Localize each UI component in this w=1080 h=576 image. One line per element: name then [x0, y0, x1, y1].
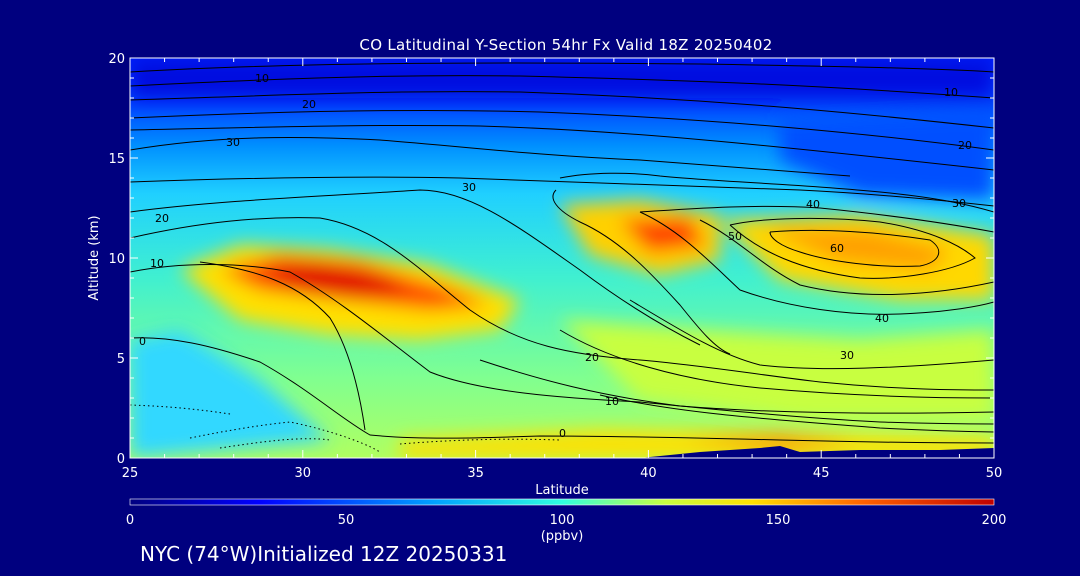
contour-label: 20	[155, 212, 169, 225]
contour-label: 20	[958, 139, 972, 152]
colorbar	[129, 498, 995, 506]
contour-label: 30	[840, 349, 854, 362]
contour-line	[479, 359, 994, 414]
contour-label: 40	[806, 198, 820, 211]
contour-line	[130, 337, 994, 444]
contour-label: 10	[944, 86, 958, 99]
contour-label: 20	[585, 351, 599, 364]
y-tick-label: 10	[108, 252, 125, 267]
x-tick-label: 35	[467, 466, 484, 481]
colorbar-tick-label: 100	[550, 513, 575, 528]
contour-line	[639, 211, 994, 315]
contour-line	[130, 124, 994, 171]
colorbar-ticks: 0 50 100 150 200	[126, 513, 1007, 528]
contour-line	[130, 264, 994, 425]
colorbar-unit-label: (ppbv)	[541, 529, 584, 544]
colorbar-tick-label: 200	[982, 513, 1007, 528]
x-tick-label: 40	[640, 466, 657, 481]
contour-labels: 10 20 30 20 10 0 20 10 0 30 40 50 60 40 …	[139, 72, 972, 440]
north-plume-orange	[760, 228, 950, 270]
contour-label: 20	[302, 98, 316, 111]
contour-label: 0	[559, 427, 566, 440]
terrain-mask	[640, 446, 994, 458]
boundary-layer-orange	[680, 432, 860, 452]
contour-line	[130, 91, 994, 129]
chart-title: CO Latitudinal Y-Section 54hr Fx Valid 1…	[359, 36, 772, 54]
contour-label: 50	[728, 230, 742, 243]
y-tick-label: 0	[117, 452, 125, 467]
contour-label: 0	[139, 335, 146, 348]
y-tick-label: 15	[108, 152, 125, 167]
contour-line	[130, 217, 994, 391]
colorbar-tick-label: 150	[766, 513, 791, 528]
contour-label: 10	[605, 395, 619, 408]
contour-line	[130, 75, 994, 99]
lower-left-cyan	[130, 330, 330, 458]
temperature-contours	[130, 62, 994, 453]
contour-label: 10	[150, 257, 164, 270]
contour-line	[130, 189, 701, 346]
contour-line	[559, 329, 994, 399]
x-tick-label: 25	[122, 466, 139, 481]
axes: 25 30 35 40 45 50 0 5 10 15 20	[108, 52, 1002, 481]
contour-line-dotted	[189, 421, 381, 453]
contour-label: 30	[952, 197, 966, 210]
southern-plume-core	[260, 262, 410, 296]
contour-line	[199, 261, 366, 431]
contour-line	[559, 172, 994, 213]
contour-line	[629, 299, 994, 370]
contour-line	[699, 219, 994, 296]
y-axis-label: Altitude (km)	[87, 215, 102, 300]
colorbar-tick-label: 0	[126, 513, 134, 528]
contour-line	[599, 394, 994, 433]
contour-line	[769, 229, 940, 267]
contour-line-dotted	[130, 404, 231, 415]
y-tick-label: 20	[108, 52, 125, 67]
x-tick-label: 50	[986, 466, 1003, 481]
contour-label: 30	[462, 181, 476, 194]
x-tick-label: 45	[813, 466, 830, 481]
upper-right-low-co	[780, 110, 994, 200]
contour-label: 30	[226, 136, 240, 149]
contour-line	[639, 205, 994, 233]
contour-line	[552, 189, 731, 355]
lower-right-green	[560, 320, 994, 420]
contour-line	[130, 62, 994, 73]
co-field	[130, 58, 994, 458]
y-tick-label: 5	[117, 352, 125, 367]
mid-plume-core	[620, 218, 705, 252]
contour-line	[130, 176, 994, 207]
contour-label: 10	[255, 72, 269, 85]
footer-text: NYC (74°W)Initialized 12Z 20250331	[140, 542, 507, 566]
colorbar-tick-label: 50	[338, 513, 355, 528]
contour-line	[130, 136, 851, 177]
x-tick-label: 30	[295, 466, 312, 481]
contour-label: 60	[830, 242, 844, 255]
x-axis-label: Latitude	[535, 483, 589, 498]
contour-line-dotted	[399, 438, 561, 445]
contour-line	[130, 109, 994, 151]
contour-line	[729, 217, 976, 279]
strat-low-co	[130, 58, 994, 98]
contour-line-dotted	[219, 438, 331, 449]
contour-label: 40	[875, 312, 889, 325]
